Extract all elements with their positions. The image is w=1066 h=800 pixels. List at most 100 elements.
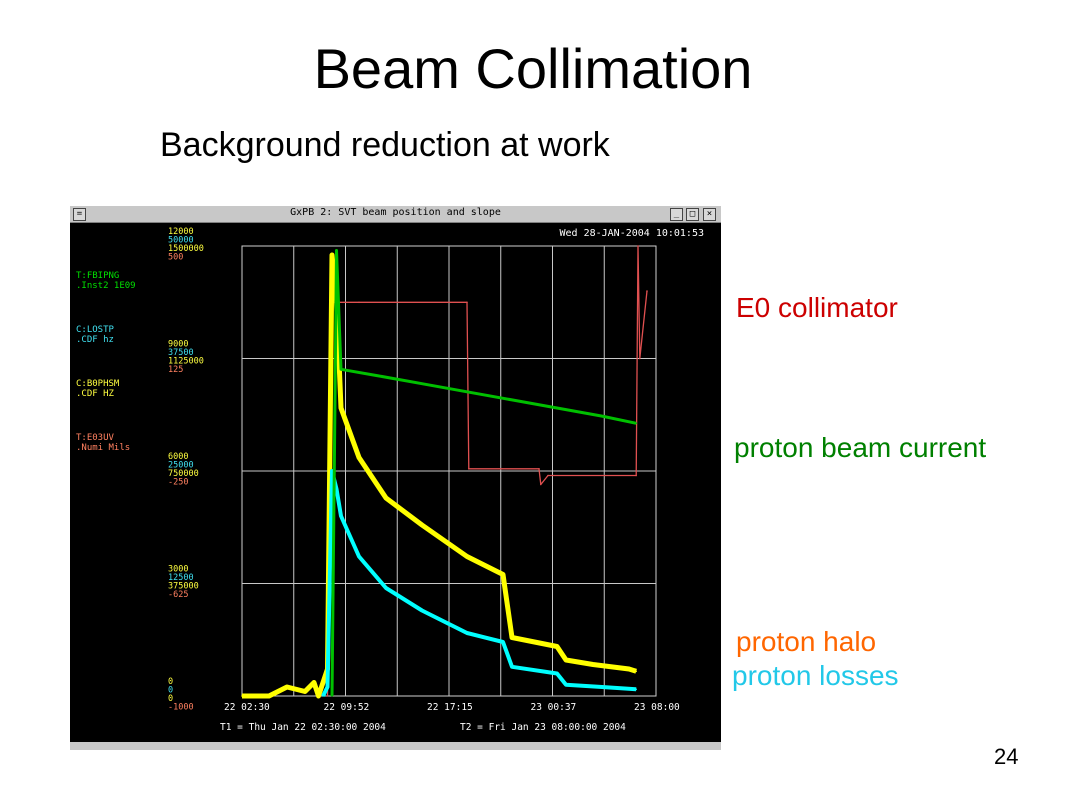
y-tick-label: 1125000 (168, 357, 204, 367)
window-titlebar[interactable]: = GxPB 2: SVT beam position and slope _ … (70, 206, 721, 223)
annotation-proton-halo: proton halo (736, 626, 877, 657)
data-point-t-e03uv (637, 245, 639, 247)
data-point-c-b0phsm (502, 573, 504, 576)
data-point-t-fbipng (601, 415, 603, 417)
data-point-c-b0phsm (304, 690, 306, 693)
data-point-c-b0phsm (421, 524, 423, 526)
data-point-c-lostp (601, 686, 603, 688)
data-point-c-lostp (322, 695, 324, 697)
data-point-t-fbipng (511, 399, 513, 401)
plot-datetime: Wed 28-JAN-2004 10:01:53 (560, 228, 705, 239)
data-point-c-lostp (635, 688, 637, 691)
page-number: 24 (994, 744, 1019, 769)
data-point-c-b0phsm (565, 659, 567, 661)
device-units: .CDF hz (76, 335, 114, 345)
y-tick-label: 0 (168, 694, 173, 704)
maximize-button[interactable]: □ (686, 208, 699, 221)
t1-label: T1 = Thu Jan 22 02:30:00 2004 (220, 722, 386, 733)
x-tick-label: 23 00:37 (531, 702, 577, 713)
y-tick-label: 500 (168, 253, 183, 263)
data-point-c-b0phsm (358, 456, 360, 459)
device-name: T:FBIPNG (76, 271, 119, 281)
y-tick-label: 0 (168, 677, 173, 687)
data-point-t-fbipng (340, 368, 342, 371)
data-point-t-fbipng (331, 695, 333, 697)
data-point-t-e03uv (538, 468, 540, 470)
acnet-plot-window: = GxPB 2: SVT beam position and slope _ … (70, 206, 721, 750)
y-tick-label: 1500000 (168, 244, 204, 254)
data-point-t-e03uv (468, 468, 470, 470)
data-point-c-b0phsm (511, 636, 513, 639)
data-point-c-b0phsm (322, 681, 324, 684)
data-point-c-lostp (331, 470, 333, 472)
window-menu-button[interactable]: = (73, 208, 86, 221)
data-point-c-lostp (421, 609, 423, 612)
device-units: .CDF HZ (76, 389, 115, 399)
data-point-c-b0phsm (628, 668, 630, 670)
data-point-c-lostp (466, 632, 468, 634)
annotation-proton-losses: proton losses (732, 660, 899, 691)
data-point-c-b0phsm (331, 254, 333, 256)
data-point-c-lostp (326, 686, 329, 688)
data-point-c-lostp (340, 515, 342, 517)
data-point-t-fbipng (635, 422, 637, 425)
t2-label: T2 = Fri Jan 23 08:00:00 2004 (460, 722, 626, 733)
window-title: GxPB 2: SVT beam position and slope (290, 207, 501, 218)
data-point-t-e03uv (326, 695, 329, 697)
device-name: C:LOSTP (76, 325, 115, 335)
device-name: C:B0PHSM (76, 379, 120, 389)
y-tick-label: 9000 (168, 340, 188, 350)
data-point-c-b0phsm (635, 670, 637, 673)
data-point-c-b0phsm (241, 695, 243, 697)
x-tick-label: 22 02:30 (224, 702, 270, 713)
data-point-t-fbipng (421, 382, 423, 385)
data-point-t-e03uv (358, 301, 360, 304)
data-point-c-lostp (565, 684, 567, 686)
plot-canvas: Wed 28-JAN-2004 10:01:53 T:FBIPNG.Inst2 1… (76, 227, 705, 733)
device-units: .Inst2 1E09 (76, 281, 136, 291)
data-point-t-e03uv (639, 357, 641, 360)
x-tick-label: 22 09:52 (324, 702, 370, 713)
y-tick-label: 3000 (168, 565, 188, 575)
y-tick-label: 12500 (168, 573, 194, 583)
y-tick-label: 750000 (168, 469, 199, 479)
data-point-c-b0phsm (556, 645, 558, 648)
close-button[interactable]: × (703, 208, 716, 221)
data-point-c-lostp (385, 587, 387, 589)
device-name: T:E03UV (76, 433, 115, 443)
data-point-c-b0phsm (466, 555, 468, 558)
series-line-c-b0phsm (242, 252, 637, 699)
data-point-c-b0phsm (268, 695, 270, 697)
y-tick-label: 125 (168, 365, 183, 375)
data-point-c-lostp (335, 488, 338, 490)
x-tick-label: 22 17:15 (427, 702, 473, 713)
slide-subtitle: Background reduction at work (160, 126, 610, 164)
annotation-e0-collimator: E0 collimator (736, 292, 898, 323)
y-tick-label: -625 (168, 590, 188, 600)
window-bottom-bar (70, 742, 721, 750)
y-tick-label: 12000 (168, 227, 194, 237)
x-tick-label: 23 08:00 (634, 702, 680, 713)
data-point-c-b0phsm (340, 407, 342, 409)
y-tick-label: 375000 (168, 582, 199, 592)
data-point-t-fbipng (335, 249, 338, 252)
data-point-c-b0phsm (385, 497, 387, 499)
data-point-t-e03uv (540, 483, 542, 486)
y-tick-label: -250 (168, 478, 188, 488)
data-point-t-e03uv (635, 474, 637, 477)
series-line-t-e03uv (326, 245, 648, 697)
data-point-c-b0phsm (592, 663, 594, 666)
data-point-t-fbipng (556, 407, 558, 409)
y-tick-label: 50000 (168, 236, 194, 246)
data-point-t-e03uv (646, 290, 648, 292)
series-line-t-fbipng (330, 249, 637, 697)
data-point-c-b0phsm (313, 681, 315, 684)
annotation-proton-beam-current: proton beam current (734, 432, 987, 463)
slide-title: Beam Collimation (313, 37, 753, 100)
minimize-button[interactable]: _ (670, 208, 683, 221)
y-tick-label: -1000 (168, 703, 194, 713)
y-tick-label: 6000 (168, 452, 188, 462)
device-units: .Numi Mils (76, 443, 130, 453)
data-point-t-fbipng (376, 374, 378, 377)
data-point-c-lostp (511, 666, 513, 668)
